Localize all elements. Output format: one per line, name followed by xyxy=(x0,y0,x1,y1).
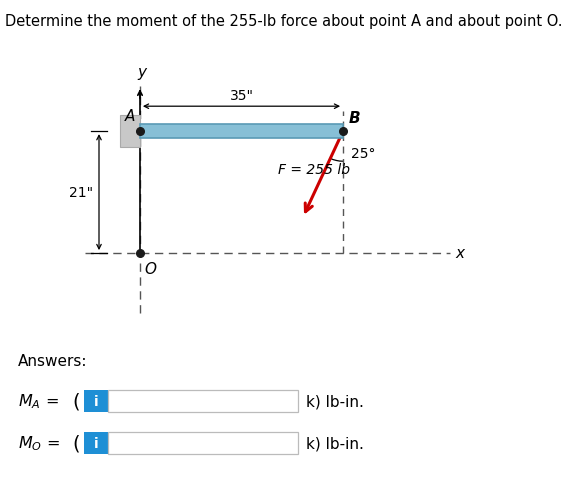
Text: k) lb-in.: k) lb-in. xyxy=(306,436,364,450)
Bar xyxy=(84,432,108,454)
Text: i: i xyxy=(94,436,98,450)
Text: F = 255 lb: F = 255 lb xyxy=(278,163,350,177)
Bar xyxy=(108,432,298,454)
Text: i: i xyxy=(94,394,98,408)
Text: 25°: 25° xyxy=(351,147,375,161)
Text: $M_A$ =: $M_A$ = xyxy=(18,392,59,410)
Text: y: y xyxy=(137,65,147,80)
Text: $M_O$ =: $M_O$ = xyxy=(18,434,60,452)
Text: 21": 21" xyxy=(69,186,93,200)
Bar xyxy=(120,116,140,148)
Text: k) lb-in.: k) lb-in. xyxy=(306,394,364,409)
Text: (: ( xyxy=(72,392,80,411)
Text: O: O xyxy=(144,262,156,277)
Text: B: B xyxy=(349,111,361,126)
Bar xyxy=(84,390,108,412)
Bar xyxy=(140,125,343,139)
Bar xyxy=(108,390,298,412)
Text: 35": 35" xyxy=(229,89,253,103)
Text: x: x xyxy=(455,246,464,261)
Text: A: A xyxy=(124,109,135,124)
Text: Answers:: Answers: xyxy=(18,354,87,369)
Text: Determine the moment of the 255-lb force about point A and about point O.: Determine the moment of the 255-lb force… xyxy=(5,14,563,29)
Text: (: ( xyxy=(72,434,80,452)
